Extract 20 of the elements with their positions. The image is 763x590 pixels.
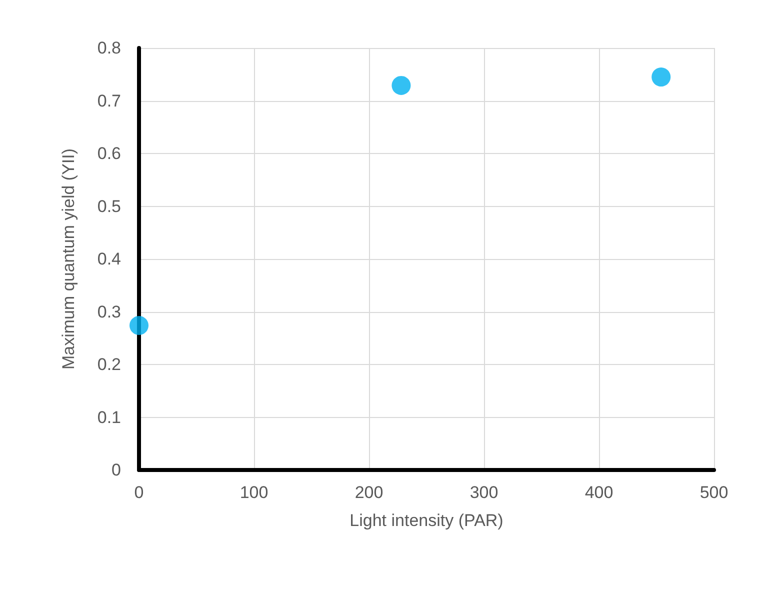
y-tick-label: 0.4 bbox=[97, 250, 121, 268]
y-tick-label: 0.1 bbox=[97, 408, 121, 427]
y-tick-label: 0.7 bbox=[97, 91, 121, 110]
point bbox=[130, 316, 148, 335]
y-tick-label: 0.6 bbox=[97, 144, 121, 163]
x-tick-label: 500 bbox=[700, 483, 728, 502]
x-tick-label: 400 bbox=[584, 483, 614, 502]
x-tick-label: 100 bbox=[240, 483, 268, 502]
y-tick-label: 0.8 bbox=[97, 38, 121, 58]
point bbox=[392, 76, 411, 95]
y-axis-title: Maximum quantum yield (YII) bbox=[59, 148, 78, 370]
y-tick-label: 0.3 bbox=[97, 302, 121, 322]
x-tick-label: 300 bbox=[470, 483, 498, 502]
x-tick-label: 0 bbox=[134, 483, 144, 502]
y-tick-label: 0 bbox=[112, 460, 121, 480]
x-tick-label: 200 bbox=[354, 483, 384, 502]
y-tick-label: 0.2 bbox=[97, 355, 121, 374]
x-axis-title: Light intensity (PAR) bbox=[350, 511, 504, 530]
point bbox=[652, 68, 671, 87]
y-tick-label: 0.5 bbox=[97, 196, 121, 216]
